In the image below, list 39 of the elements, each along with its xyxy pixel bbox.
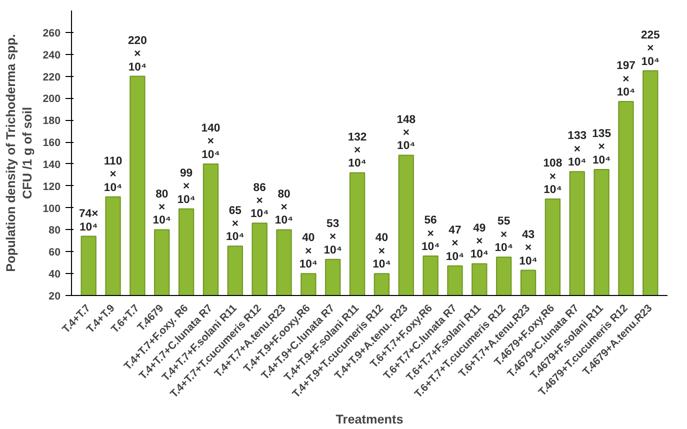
y-tick-label: 260 xyxy=(42,27,61,40)
annotation: 197 × 10⁴ xyxy=(616,60,636,98)
annotation: 110 × 10⁴ xyxy=(104,155,122,194)
y-axis-title: Population density of Trichoderma spp. CFU /1 g of soil xyxy=(4,34,35,272)
y-tick-label: 20 xyxy=(48,290,61,302)
y-tick-label: 140 xyxy=(42,158,61,171)
annotation: 49 × 10⁴ xyxy=(470,222,489,261)
annotation: 47 × 10⁴ xyxy=(446,224,464,263)
y-tick-label: 60 xyxy=(48,246,61,259)
annotation: 56 × 10⁴ xyxy=(421,214,440,254)
y-tick-label: 220 xyxy=(42,71,61,84)
y-tick-label: 240 xyxy=(42,49,61,62)
x-axis-title: Treatments xyxy=(336,412,404,427)
annotation: 148 × 10⁴ xyxy=(396,114,416,152)
y-tick-label: 120 xyxy=(42,180,61,193)
annotation: 133 × 10⁴ xyxy=(568,130,587,169)
annotation: 220 × 10⁴ xyxy=(128,34,147,74)
annotation: 140 × 10⁴ xyxy=(201,122,220,161)
y-tick-label: 100 xyxy=(42,202,61,215)
annotation: 55 × 10⁴ xyxy=(494,216,513,254)
annotation: 53 × 10⁴ xyxy=(324,218,342,256)
annotation: 135 × 10⁴ xyxy=(592,128,612,166)
annotation: 80 × 10⁴ xyxy=(274,188,294,227)
y-tick-label: 200 xyxy=(42,93,61,106)
annotation: 225 × 10⁴ xyxy=(640,29,660,68)
annotation: 65 × 10⁴ xyxy=(226,204,244,244)
annotation: 43 × 10⁴ xyxy=(519,228,538,268)
annotation: 40 × 10⁴ xyxy=(299,232,318,271)
y-tick-label: 180 xyxy=(42,115,61,128)
annotation: 74× 10⁴ xyxy=(78,208,99,234)
annotation: 86 × 10⁴ xyxy=(250,182,269,220)
annotation: 132 × 10⁴ xyxy=(348,131,367,170)
y-tick-label: 40 xyxy=(48,268,61,281)
annotation: 108 × 10⁴ xyxy=(543,158,562,196)
annotation: 99 × 10⁴ xyxy=(177,168,196,206)
annotation: 40 × 10⁴ xyxy=(372,232,391,271)
y-tick-label: 160 xyxy=(42,137,61,150)
y-tick-label: 80 xyxy=(48,224,61,237)
annotation: 80 × 10⁴ xyxy=(152,188,171,227)
